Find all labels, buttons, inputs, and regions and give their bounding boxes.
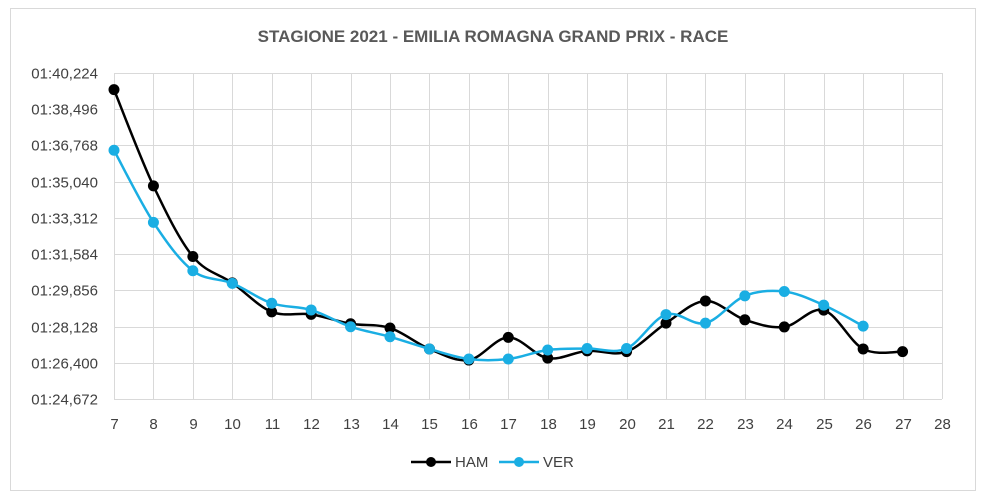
data-point-ver bbox=[187, 265, 199, 277]
data-point-ver bbox=[857, 320, 869, 332]
data-point-ver bbox=[108, 144, 120, 156]
axis-layer: 01:40,224 01:38,496 01:36,768 01:35,040 01:3… bbox=[31, 66, 951, 434]
y-tick-label: 01:38,496 bbox=[31, 102, 98, 119]
x-tick-label: 8 bbox=[149, 416, 157, 433]
data-point-ver bbox=[699, 317, 711, 329]
y-tick-label: 01:40,224 bbox=[31, 66, 98, 83]
x-tick-label: 18 bbox=[540, 416, 557, 433]
data-point-ver bbox=[463, 353, 475, 365]
x-tick-label: 21 bbox=[658, 416, 675, 433]
x-tick-label: 28 bbox=[934, 416, 951, 433]
data-point-ver bbox=[266, 297, 278, 309]
legend-label: HAM bbox=[455, 454, 488, 471]
y-tick-label: 01:33,312 bbox=[31, 211, 98, 228]
x-tick-label: 20 bbox=[619, 416, 636, 433]
x-tick-label: 11 bbox=[265, 416, 281, 433]
x-tick-label: 22 bbox=[697, 416, 714, 433]
data-point-ham bbox=[739, 314, 751, 326]
x-tick-label: 9 bbox=[189, 416, 197, 433]
data-point-ver bbox=[818, 299, 830, 311]
x-tick-label: 23 bbox=[737, 416, 754, 433]
x-tick-label: 13 bbox=[343, 416, 360, 433]
y-tick-label: 01:31,584 bbox=[31, 247, 98, 264]
data-point-ver bbox=[423, 343, 435, 355]
x-tick-label: 16 bbox=[461, 416, 478, 433]
series-layer bbox=[108, 84, 909, 366]
y-tick-label: 01:36,768 bbox=[31, 138, 98, 155]
data-point-ham bbox=[699, 295, 711, 307]
data-point-ver bbox=[305, 304, 317, 316]
data-point-ham bbox=[857, 343, 869, 355]
x-tick-label: 10 bbox=[224, 416, 241, 433]
data-point-ver bbox=[502, 353, 514, 365]
legend-label: VER bbox=[543, 454, 574, 471]
data-point-ver bbox=[147, 216, 159, 228]
series-ver bbox=[108, 144, 869, 365]
chart-title: STAGIONE 2021 - EMILIA ROMAGNA GRAND PRI… bbox=[258, 27, 729, 46]
y-tick-label: 01:24,672 bbox=[31, 392, 98, 409]
data-point-ver bbox=[384, 331, 396, 343]
x-tick-label: 15 bbox=[421, 416, 438, 433]
x-tick-label: 25 bbox=[816, 416, 833, 433]
data-point-ver bbox=[660, 309, 672, 321]
y-tick-label: 01:28,128 bbox=[31, 320, 98, 337]
x-tick-label: 12 bbox=[303, 416, 320, 433]
data-point-ham bbox=[187, 251, 199, 262]
x-tick-label: 27 bbox=[895, 416, 912, 433]
legend-item-ham: HAM bbox=[411, 454, 488, 471]
x-tick-label: 14 bbox=[382, 416, 399, 433]
y-tick-label: 01:26,400 bbox=[31, 356, 98, 373]
legend: HAM VER bbox=[411, 454, 574, 471]
data-point-ver bbox=[226, 277, 238, 289]
data-point-ver bbox=[542, 344, 554, 356]
data-point-ver bbox=[778, 286, 790, 298]
x-tick-label: 19 bbox=[579, 416, 596, 433]
legend-swatch-marker bbox=[426, 457, 436, 467]
legend-item-ver: VER bbox=[499, 454, 574, 471]
data-point-ver bbox=[581, 343, 593, 355]
grid-layer bbox=[114, 73, 943, 400]
x-tick-label: 7 bbox=[110, 416, 118, 433]
y-tick-label: 01:29,856 bbox=[31, 283, 98, 300]
y-tick-label: 01:35,040 bbox=[31, 175, 98, 192]
data-point-ver bbox=[621, 343, 633, 355]
data-point-ham bbox=[147, 180, 159, 192]
data-point-ham bbox=[108, 84, 120, 96]
x-tick-label: 26 bbox=[855, 416, 872, 433]
data-point-ham bbox=[897, 346, 909, 358]
chart-border bbox=[10, 8, 976, 491]
data-point-ham bbox=[778, 321, 790, 333]
legend-swatch-marker bbox=[514, 457, 524, 467]
data-point-ver bbox=[345, 321, 357, 333]
x-tick-label: 17 bbox=[500, 416, 517, 433]
data-point-ham bbox=[502, 331, 514, 343]
x-tick-label: 24 bbox=[776, 416, 793, 433]
data-point-ver bbox=[739, 290, 751, 302]
